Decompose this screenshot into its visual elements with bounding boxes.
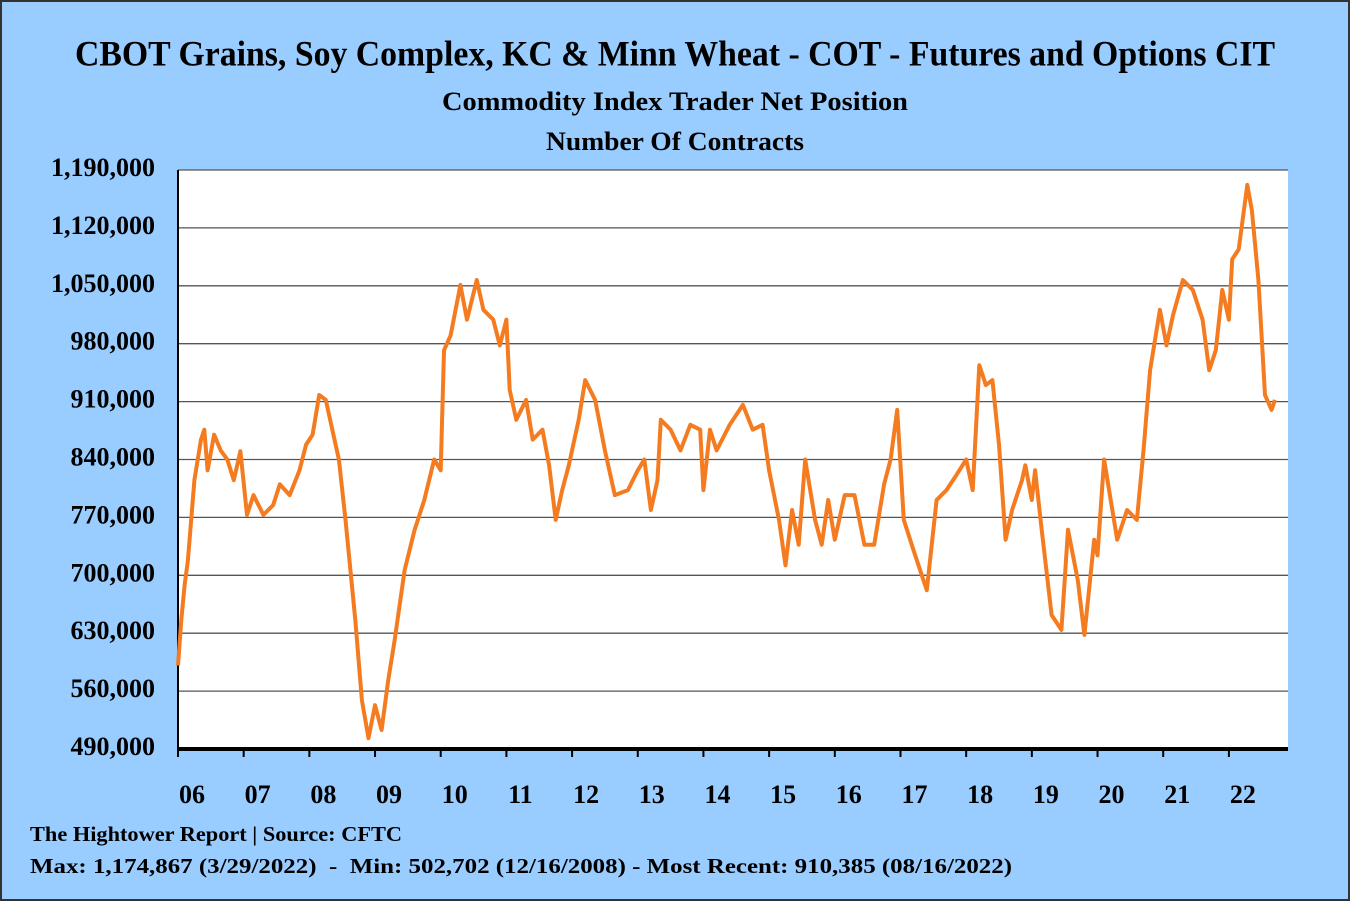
y-tick-label: 490,000: [71, 732, 156, 761]
x-tick-label: 10: [442, 780, 468, 809]
x-tick-label: 11: [508, 780, 533, 809]
x-tick-label: 14: [704, 780, 730, 809]
y-tick-label: 700,000: [71, 558, 156, 587]
x-tick-label: 06: [179, 780, 205, 809]
y-axis-label: Number Of Contracts: [546, 127, 804, 156]
y-tick-label: 1,190,000: [51, 153, 155, 182]
x-tick-label: 17: [901, 780, 927, 809]
y-tick-label: 910,000: [71, 385, 156, 414]
x-tick-label: 19: [1033, 780, 1059, 809]
x-tick-label: 22: [1230, 780, 1256, 809]
x-tick-label: 15: [770, 780, 796, 809]
x-tick-label: 18: [967, 780, 993, 809]
chart-subtitle: Commodity Index Trader Net Position: [442, 87, 909, 116]
y-tick-label: 770,000: [71, 500, 156, 529]
y-tick-label: 980,000: [71, 327, 156, 356]
source-note: The Hightower Report | Source: CFTC: [30, 822, 402, 846]
x-tick-label: 13: [639, 780, 665, 809]
y-tick-label: 1,050,000: [51, 269, 155, 298]
chart-title: CBOT Grains, Soy Complex, KC & Minn Whea…: [75, 33, 1275, 73]
x-tick-label: 08: [310, 780, 336, 809]
y-tick-label: 840,000: [71, 442, 156, 471]
x-tick-label: 21: [1164, 780, 1190, 809]
data-line: [176, 182, 1277, 741]
x-tick-label: 12: [573, 780, 599, 809]
stats-note: Max: 1,174,867 (3/29/2022) - Min: 502,70…: [30, 854, 1012, 878]
y-tick-label: 560,000: [71, 674, 156, 703]
y-tick-label: 630,000: [71, 616, 156, 645]
x-tick-label: 09: [376, 780, 402, 809]
x-tick-label: 16: [836, 780, 862, 809]
x-tick-label: 07: [245, 780, 271, 809]
x-tick-label: 20: [1099, 780, 1125, 809]
y-tick-label: 1,120,000: [51, 211, 155, 240]
